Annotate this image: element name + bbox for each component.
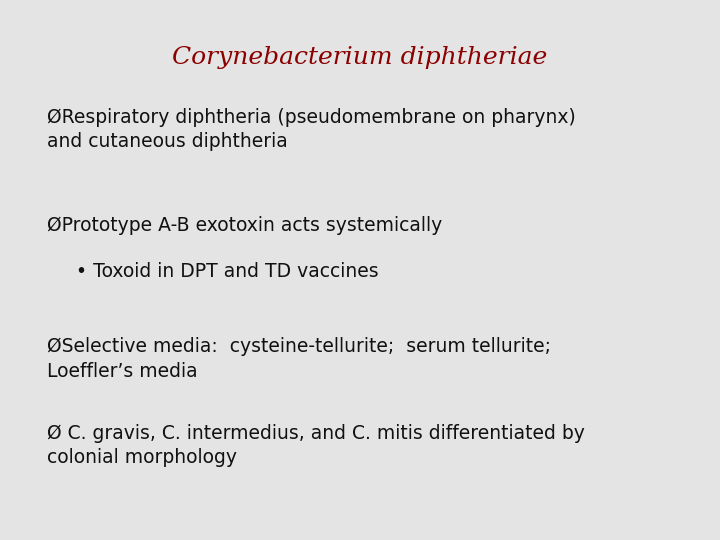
Text: • Toxoid in DPT and TD vaccines: • Toxoid in DPT and TD vaccines — [76, 262, 378, 281]
Text: ØPrototype A-B exotoxin acts systemically: ØPrototype A-B exotoxin acts systemicall… — [47, 216, 442, 235]
Text: Corynebacterium diphtheriae: Corynebacterium diphtheriae — [172, 46, 548, 69]
Text: ØSelective media:  cysteine-tellurite;  serum tellurite;
Loeffler’s media: ØSelective media: cysteine-tellurite; se… — [47, 338, 551, 381]
Text: Ø C. gravis, C. intermedius, and C. mitis differentiated by
colonial morphology: Ø C. gravis, C. intermedius, and C. miti… — [47, 424, 585, 467]
Text: ØRespiratory diphtheria (pseudomembrane on pharynx)
and cutaneous diphtheria: ØRespiratory diphtheria (pseudomembrane … — [47, 108, 575, 151]
